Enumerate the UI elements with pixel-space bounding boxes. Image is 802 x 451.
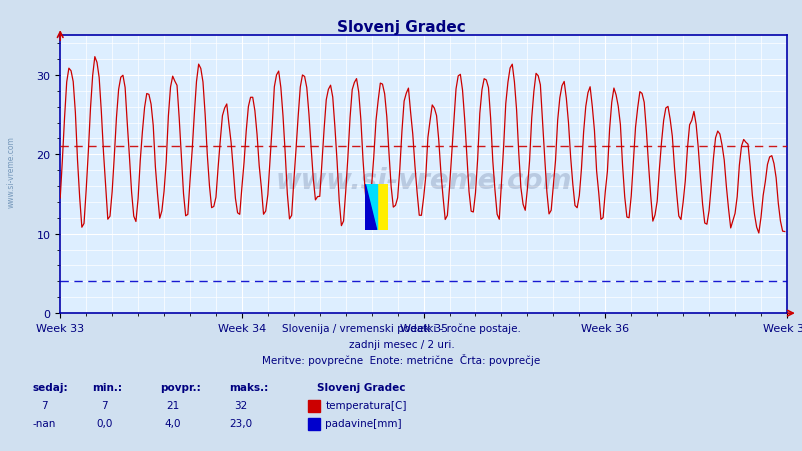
Text: sedaj:: sedaj: [32,382,67,392]
Text: Slovenj Gradec: Slovenj Gradec [337,20,465,35]
Polygon shape [365,185,376,230]
Text: Slovenija / vremenski podatki - ročne postaje.: Slovenija / vremenski podatki - ročne po… [282,323,520,333]
Text: povpr.:: povpr.: [160,382,201,392]
Text: 23,0: 23,0 [229,418,252,428]
Text: 7: 7 [41,400,47,410]
Text: Slovenj Gradec: Slovenj Gradec [317,382,405,392]
Text: 0,0: 0,0 [96,418,112,428]
Text: Meritve: povprečne  Enote: metrične  Črta: povprečje: Meritve: povprečne Enote: metrične Črta:… [262,353,540,365]
Text: 7: 7 [101,400,107,410]
Text: 32: 32 [234,400,247,410]
Polygon shape [365,185,376,230]
Text: min.:: min.: [92,382,122,392]
Text: padavine[mm]: padavine[mm] [325,418,401,428]
Text: 21: 21 [166,400,179,410]
Polygon shape [376,185,387,230]
Text: zadnji mesec / 2 uri.: zadnji mesec / 2 uri. [348,339,454,349]
Text: temperatura[C]: temperatura[C] [325,400,406,410]
Text: www.si-vreme.com: www.si-vreme.com [6,135,16,207]
Text: www.si-vreme.com: www.si-vreme.com [275,166,571,194]
Text: -nan: -nan [32,418,56,428]
Text: maks.:: maks.: [229,382,268,392]
Text: 4,0: 4,0 [164,418,180,428]
